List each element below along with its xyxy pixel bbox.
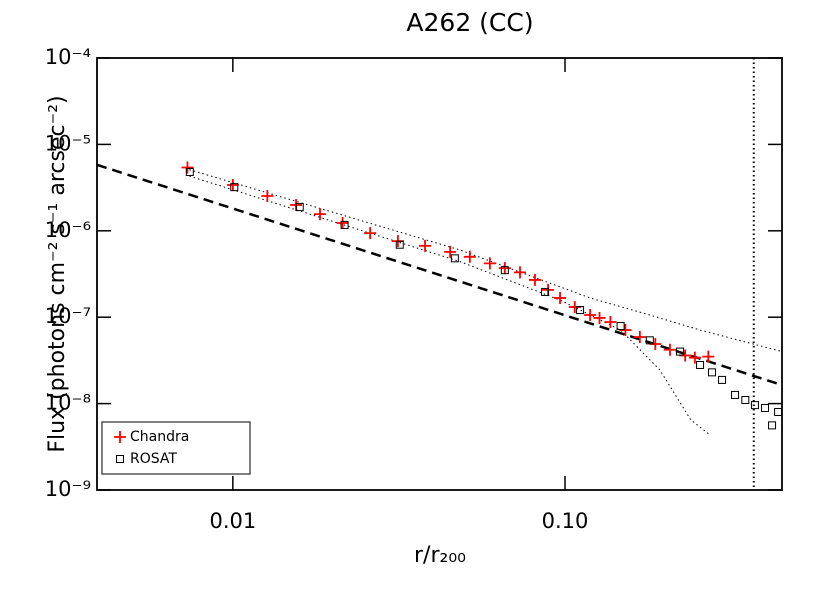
dashed-line bbox=[97, 163, 782, 387]
legend-label: ROSAT bbox=[130, 451, 177, 467]
data-point bbox=[774, 407, 782, 416]
data-point bbox=[768, 421, 777, 430]
data-point bbox=[676, 347, 685, 356]
data-point bbox=[419, 239, 432, 252]
data-point bbox=[226, 178, 239, 191]
data-point bbox=[554, 291, 567, 304]
data-point bbox=[741, 396, 750, 405]
data-point bbox=[444, 245, 457, 258]
data-point bbox=[707, 368, 716, 377]
data-point bbox=[230, 183, 239, 192]
plot-area bbox=[97, 58, 782, 490]
y-tick-label: 10⁻⁶ bbox=[45, 218, 91, 242]
y-tick-label: 10⁻⁷ bbox=[45, 304, 91, 328]
data-point bbox=[483, 257, 496, 270]
data-point bbox=[542, 283, 555, 296]
data-point bbox=[395, 240, 404, 249]
y-tick-label: 10⁻⁵ bbox=[45, 131, 91, 155]
data-point bbox=[633, 330, 646, 343]
data-point bbox=[616, 322, 625, 331]
data-point bbox=[340, 220, 349, 229]
data-point bbox=[314, 208, 327, 221]
data-point bbox=[185, 167, 194, 176]
data-point bbox=[568, 301, 581, 314]
data-point bbox=[696, 360, 705, 369]
dotted-line bbox=[189, 169, 782, 353]
data-point bbox=[500, 266, 509, 275]
data-point bbox=[463, 250, 476, 263]
data-point bbox=[619, 324, 632, 337]
data-point bbox=[295, 203, 304, 212]
data-point bbox=[261, 189, 274, 202]
dotted-line bbox=[189, 175, 711, 436]
data-point bbox=[541, 287, 550, 296]
data-point bbox=[584, 309, 597, 322]
y-tick-label: 10⁻⁴ bbox=[45, 45, 91, 69]
legend-marker bbox=[116, 455, 124, 463]
y-tick-label: 10⁻⁸ bbox=[45, 391, 91, 415]
data-point bbox=[645, 336, 654, 345]
data-point bbox=[364, 227, 377, 240]
data-point bbox=[514, 266, 527, 279]
data-point bbox=[181, 161, 194, 174]
data-point bbox=[498, 262, 511, 275]
data-point bbox=[576, 306, 585, 315]
data-point bbox=[450, 254, 459, 263]
data-point bbox=[702, 350, 715, 363]
x-tick-label: 0.10 bbox=[542, 509, 589, 533]
data-point bbox=[731, 390, 740, 399]
data-point bbox=[718, 375, 727, 384]
data-point bbox=[336, 217, 349, 230]
plot-frame bbox=[96, 57, 783, 491]
y-axis-label: Flux (photons cm⁻² s⁻¹ arcsec⁻²) bbox=[45, 95, 70, 452]
chart-title: A262 (CC) bbox=[406, 8, 533, 37]
data-point bbox=[593, 311, 606, 324]
y-tick-label: 10⁻⁹ bbox=[45, 477, 91, 501]
data-point bbox=[528, 273, 541, 286]
data-point bbox=[761, 403, 770, 412]
legend-box bbox=[101, 421, 251, 475]
data-point bbox=[750, 401, 759, 410]
data-point bbox=[688, 351, 701, 364]
legend-label: Chandra bbox=[130, 429, 189, 445]
data-point bbox=[604, 315, 617, 328]
x-tick-label: 0.01 bbox=[209, 509, 256, 533]
x-axis-label: r/r₂₀₀ bbox=[414, 543, 466, 568]
data-point bbox=[663, 343, 676, 356]
legend-marker bbox=[114, 431, 126, 443]
